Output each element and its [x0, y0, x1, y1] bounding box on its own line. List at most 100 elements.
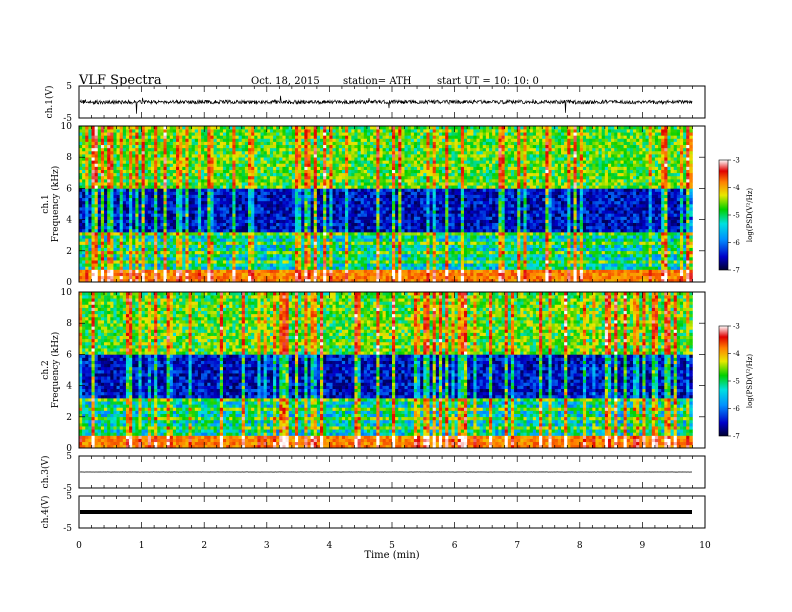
spectrogram-cell — [157, 272, 161, 277]
spectrogram-cell — [266, 144, 271, 149]
spectrogram-cell — [163, 247, 167, 252]
spectrogram-cell — [132, 260, 136, 264]
spectrogram-cell — [338, 228, 343, 233]
spectrogram-cell — [110, 169, 114, 174]
spectrogram-cell — [354, 241, 358, 245]
spectrogram-cell — [144, 160, 149, 164]
spectrogram-cell — [282, 147, 286, 152]
spectrogram-cell — [357, 266, 361, 270]
spectrogram-cell — [291, 244, 296, 248]
spectrogram-cell — [166, 244, 171, 248]
spectrogram-cell — [157, 188, 161, 192]
spectrogram-cell — [94, 141, 99, 146]
spectrogram-cell — [298, 269, 302, 273]
spectrogram-cell — [307, 204, 311, 208]
spectrogram-cell — [329, 257, 333, 261]
spectrogram-cell — [269, 138, 274, 142]
spectrogram-cell — [323, 166, 327, 170]
spectrogram-cell — [238, 135, 243, 139]
spectrogram-cell — [113, 163, 117, 167]
spectrogram-cell — [376, 253, 380, 258]
spectrogram-cell — [354, 188, 358, 192]
spectrogram-cell — [201, 247, 205, 252]
spectrogram-cell — [307, 188, 311, 192]
spectrogram-cell — [154, 238, 158, 242]
spectrogram-cell — [285, 250, 290, 255]
spectrogram-cell — [104, 179, 108, 183]
spectrogram-cell — [85, 191, 89, 195]
spectrogram-cell — [138, 238, 142, 242]
spectrogram-cell — [213, 182, 218, 186]
spectrogram-cell — [138, 175, 142, 180]
spectrogram-cell — [241, 154, 246, 158]
spectrogram-cell — [172, 244, 177, 248]
spectrogram-cell — [376, 126, 380, 130]
spectrogram-cell — [172, 253, 177, 258]
spectrogram-cell — [332, 225, 336, 230]
spectrogram-cell — [251, 213, 255, 217]
spectrogram-cell — [163, 225, 167, 230]
spectrogram-cell — [216, 266, 221, 270]
spectrogram-cell — [360, 225, 365, 230]
spectrogram-cell — [107, 219, 111, 224]
spectrogram-cell — [204, 135, 208, 139]
spectrogram-cell — [157, 263, 161, 267]
spectrogram-cell — [179, 154, 183, 158]
spectrogram-cell — [248, 144, 252, 149]
spectrogram-cell — [338, 222, 343, 227]
spectrogram-cell — [376, 204, 380, 208]
spectrogram-cell — [141, 232, 146, 236]
spectrogram-cell — [351, 166, 355, 170]
spectrogram-cell — [329, 244, 333, 248]
spectrogram-cell — [107, 150, 111, 155]
spectrogram-cell — [185, 182, 189, 186]
spectrogram-cell — [213, 238, 218, 242]
spectrogram-cell — [204, 157, 208, 161]
spectrogram-cell — [179, 200, 183, 205]
spectrogram-cell — [304, 132, 308, 136]
spectrogram-cell — [129, 144, 133, 149]
spectrogram-cell — [129, 272, 133, 277]
spectrogram-cell — [348, 238, 352, 242]
spectrogram-cell — [313, 194, 318, 199]
spectrogram-cell — [251, 147, 255, 152]
spectrogram-cell — [125, 166, 130, 170]
spectrogram-cell — [188, 278, 192, 283]
spectrogram-cell — [85, 253, 89, 258]
spectrogram-cell — [373, 157, 377, 161]
spectrogram-cell — [323, 135, 327, 139]
spectrogram-cell — [263, 232, 268, 236]
spectrogram-cell — [301, 278, 305, 283]
spectrogram-cell — [279, 269, 283, 273]
spectrogram-cell — [169, 222, 174, 227]
spectrogram-cell — [191, 257, 196, 261]
spectrogram-cell — [266, 166, 271, 170]
spectrogram-cell — [88, 235, 92, 239]
spectrogram-cell — [235, 235, 239, 239]
spectrogram-cell — [244, 222, 249, 227]
spectrogram-cell — [222, 135, 227, 139]
spectrogram-cell — [91, 185, 95, 189]
spectrogram-cell — [85, 244, 89, 248]
spectrogram-cell — [366, 225, 371, 230]
spectrogram-cell — [320, 219, 324, 224]
spectrogram-cell — [257, 132, 261, 136]
spectrogram-cell — [341, 188, 346, 192]
spectrogram-cell — [113, 247, 117, 252]
spectrogram-cell — [176, 222, 180, 227]
spectrogram-cell — [210, 266, 214, 270]
spectrogram-cell — [197, 272, 202, 277]
spectrogram-cell — [373, 144, 377, 149]
spectrogram-cell — [341, 166, 346, 170]
spectrogram-cell — [332, 238, 336, 242]
spectrogram-cell — [125, 235, 130, 239]
spectrogram-cell — [326, 163, 330, 167]
spectrogram-cell — [345, 232, 349, 236]
spectrogram-cell — [332, 166, 336, 170]
spectrogram-cell — [323, 144, 327, 149]
spectrogram-cell — [91, 126, 95, 130]
spectrogram-cell — [282, 238, 286, 242]
spectrogram-cell — [204, 138, 208, 142]
spectrogram-cell — [216, 216, 221, 220]
spectrogram-cell — [97, 263, 102, 267]
